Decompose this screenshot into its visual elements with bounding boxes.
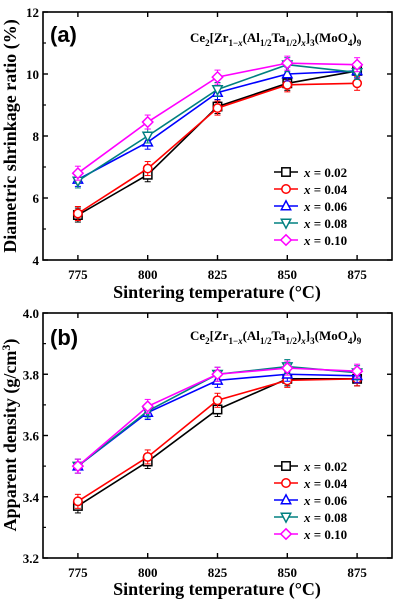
- data-point: [350, 364, 364, 378]
- legend-entry: x = 0.06: [274, 493, 348, 508]
- legend-label: x = 0.04: [303, 182, 348, 197]
- data-point: [211, 70, 224, 84]
- panel-b-formula: Ce2[Zr1−x(Al1/2Ta1/2)x]3(MoO4)9: [190, 328, 362, 346]
- legend-entry: x = 0.02: [274, 165, 347, 180]
- legend-label: x = 0.04: [303, 476, 348, 491]
- y-tick-label: 3.8: [23, 367, 40, 382]
- legend-entry: x = 0.02: [274, 459, 347, 474]
- y-tick-label: 4.0: [23, 306, 39, 321]
- legend-label: x = 0.06: [303, 199, 348, 214]
- data-point: [282, 79, 293, 90]
- legend-label: x = 0.06: [303, 493, 348, 508]
- y-tick-label: 3.2: [23, 551, 39, 566]
- panel-a-ticks: 775 800 825 850 875 4 6 8 10 12: [26, 5, 392, 282]
- data-point: [141, 131, 154, 143]
- legend-entry: x = 0.04: [274, 476, 348, 491]
- data-point: [72, 208, 83, 219]
- legend-marker: [279, 527, 293, 541]
- legend-marker: [281, 478, 291, 488]
- legend-marker: [281, 184, 291, 194]
- legend-marker: [279, 233, 293, 247]
- data-point: [281, 56, 294, 70]
- data-point: [71, 166, 85, 180]
- legend-label: x = 0.02: [303, 459, 347, 474]
- data-point: [212, 103, 223, 114]
- series-010: [71, 55, 364, 181]
- legend-entry: x = 0.04: [274, 182, 348, 197]
- panel-a-xlabel: Sintering temperature (°C): [113, 282, 321, 303]
- legend-label: x = 0.10: [303, 233, 347, 248]
- legend-marker: [280, 199, 292, 211]
- legend-entry: x = 0.10: [274, 233, 347, 248]
- data-point: [141, 115, 154, 129]
- x-tick-label: 850: [278, 267, 298, 282]
- legend-entry: x = 0.10: [274, 527, 347, 542]
- data-point: [352, 78, 363, 89]
- legend-label: x = 0.08: [303, 510, 348, 525]
- panel-a-ylabel: Diametric shrinkage ratio (%): [0, 19, 21, 252]
- panel-a-formula: Ce2[Zr1−x(Al1/2Ta1/2)x]3(MoO4)9: [190, 30, 362, 48]
- data-point: [142, 451, 153, 462]
- data-point: [211, 367, 224, 381]
- series-006: [71, 366, 364, 474]
- x-tick-label: 875: [347, 565, 367, 580]
- y-tick-label: 12: [26, 5, 39, 20]
- y-tick-label: 10: [26, 67, 39, 82]
- series-line: [77, 373, 358, 467]
- data-point: [281, 361, 294, 375]
- legend-entry: x = 0.08: [274, 216, 348, 231]
- legend-label: x = 0.02: [303, 165, 347, 180]
- panel-b-legend: x = 0.02 x = 0.04 x = 0.06 x = 0.08 x = 0.10: [274, 459, 348, 542]
- legend-marker: [280, 493, 292, 505]
- data-point: [281, 67, 294, 79]
- panel-a-label: (a): [50, 22, 77, 47]
- y-tick-label: 3.4: [23, 490, 40, 505]
- panel-a-shrinkage-chart: (a) Ce2[Zr1−x(Al1/2Ta1/2)x]3(MoO4)9 775 8…: [0, 5, 393, 303]
- panel-b-label: (b): [50, 325, 78, 350]
- legend-label: x = 0.08: [303, 216, 348, 231]
- x-tick-label: 800: [138, 565, 158, 580]
- x-tick-label: 775: [68, 267, 88, 282]
- panel-b-xlabel: Sintering temperature (°C): [113, 579, 321, 600]
- series-010: [71, 360, 364, 474]
- data-point: [71, 459, 85, 473]
- data-point: [350, 58, 364, 71]
- legend-marker: [280, 512, 292, 524]
- panel-a-legend: x = 0.02 x = 0.04 x = 0.06 x = 0.08 x = 0.10: [274, 165, 348, 248]
- x-tick-label: 800: [138, 267, 158, 282]
- legend-entry: x = 0.06: [274, 199, 348, 214]
- data-point: [212, 395, 223, 406]
- x-tick-label: 825: [208, 267, 228, 282]
- y-tick-label: 6: [33, 191, 40, 206]
- y-tick-label: 4: [33, 253, 40, 268]
- x-tick-label: 850: [278, 565, 298, 580]
- legend-marker: [280, 218, 292, 230]
- x-tick-label: 775: [68, 565, 88, 580]
- data-point: [142, 163, 153, 174]
- panel-b-ylabel: Apparent density (g/cm3): [0, 339, 21, 532]
- data-point: [72, 496, 83, 507]
- y-tick-label: 3.6: [23, 429, 40, 444]
- x-tick-label: 875: [347, 267, 367, 282]
- panel-b-ticks: 775 800 825 850 875 3.2 3.4 3.6 3.8 4.0: [23, 306, 392, 580]
- panel-b-density-chart: (b) Ce2[Zr1−x(Al1/2Ta1/2)x]3(MoO4)9 775 8…: [0, 306, 393, 600]
- legend-label: x = 0.10: [303, 527, 347, 542]
- legend-entry: x = 0.08: [274, 510, 348, 525]
- legend-marker: [281, 167, 291, 177]
- data-point: [141, 400, 154, 413]
- x-tick-label: 825: [208, 565, 228, 580]
- y-tick-label: 8: [33, 129, 40, 144]
- panel-a-series: [71, 55, 364, 223]
- legend-marker: [281, 461, 291, 471]
- data-point: [211, 85, 224, 97]
- panel-b-series: [71, 359, 364, 514]
